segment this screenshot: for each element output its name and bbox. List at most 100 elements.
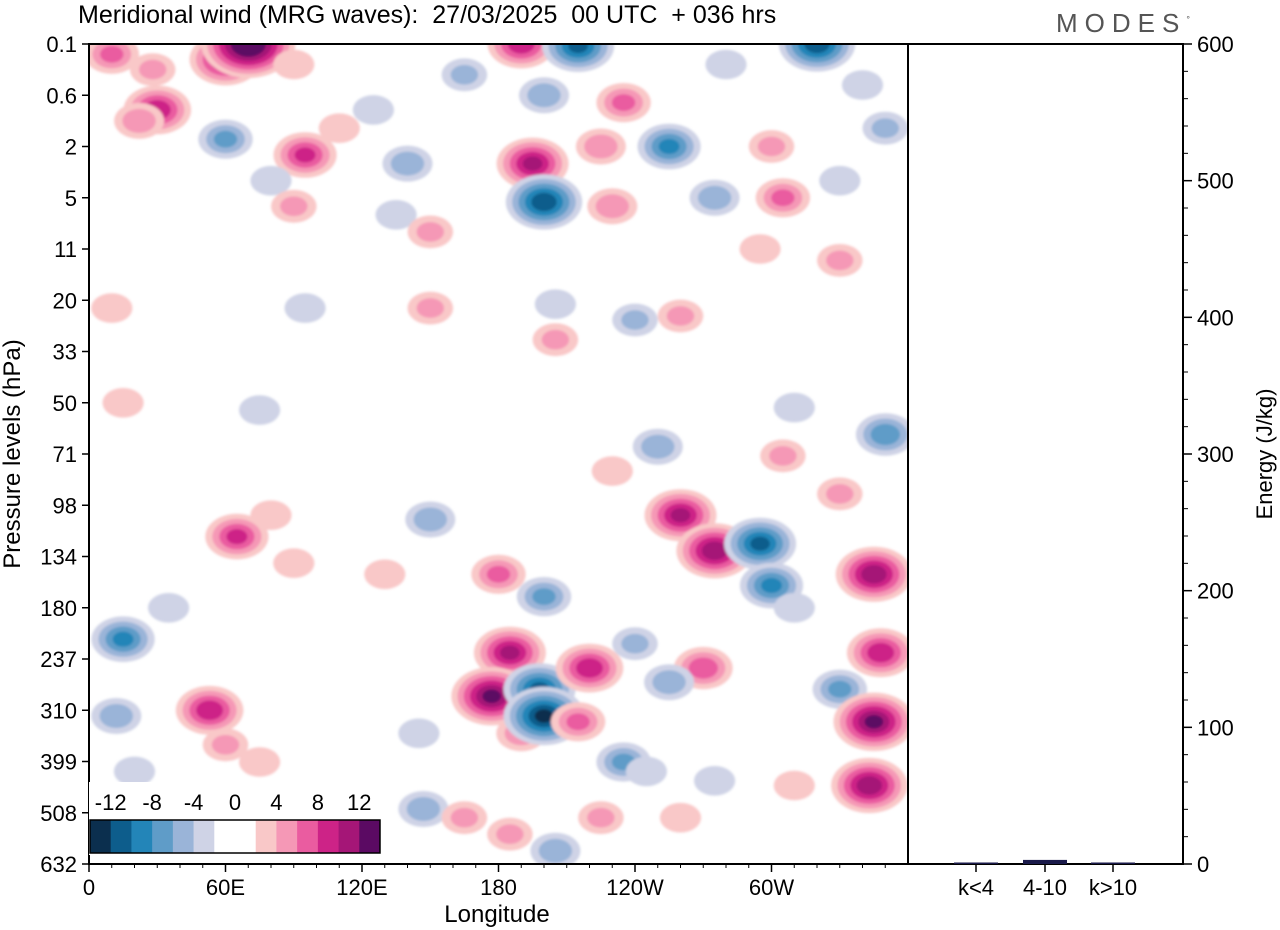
- wind-anomaly: [835, 546, 908, 602]
- wind-anomaly: [205, 513, 269, 560]
- colorbar-swatch: [359, 820, 381, 853]
- wind-anomaly: [487, 817, 533, 851]
- wind-contour-band: [496, 824, 524, 844]
- wind-contour-band: [864, 715, 884, 729]
- energy-tick-label: 0: [1197, 852, 1209, 877]
- wind-contour-band: [538, 838, 573, 863]
- wind-anomaly: [175, 685, 244, 735]
- wind-anomaly: [530, 832, 581, 864]
- y-tick-label: 0.6: [46, 83, 77, 108]
- wind-contour-band: [318, 113, 360, 143]
- wind-contour-band: [870, 423, 900, 446]
- wind-contour-band: [102, 388, 144, 418]
- wind-contour-band: [670, 508, 691, 523]
- energy-frame: [907, 43, 1184, 865]
- energy-tick-label: 300: [1197, 442, 1234, 467]
- colorbar-frame: [89, 819, 381, 854]
- x-tick-label: 180: [480, 875, 517, 900]
- wind-anomaly: [239, 747, 281, 777]
- wind-contour-band: [773, 770, 815, 801]
- wind-contour-band: [769, 446, 797, 466]
- wind-contour-band: [641, 434, 675, 459]
- colorbar-label: -4: [184, 790, 204, 815]
- wind-contour-band: [666, 306, 695, 326]
- y-tick-label: 71: [53, 442, 77, 467]
- wind-anomaly: [817, 244, 863, 277]
- wind-anomaly: [532, 323, 579, 357]
- wind-anomaly: [724, 517, 797, 570]
- wind-anomaly: [239, 395, 281, 425]
- wind-contour-band: [773, 392, 815, 423]
- colorbar-label: 8: [312, 790, 324, 815]
- energy-tick-label: 100: [1197, 715, 1234, 740]
- wind-anomaly: [694, 766, 736, 796]
- wind-contour-band: [196, 700, 224, 721]
- wind-contour-band: [527, 83, 561, 108]
- wind-contour-band: [450, 807, 479, 828]
- wind-contour-band: [500, 645, 520, 660]
- wind-contour-band: [416, 298, 444, 318]
- colorbar-swatch: [338, 820, 360, 853]
- wind-contour-band: [871, 118, 899, 138]
- wind-contour-band: [541, 329, 570, 350]
- wind-anomaly: [441, 801, 488, 835]
- x-axis-label: Longitude: [444, 901, 549, 928]
- wind-contour-band: [856, 776, 882, 795]
- wind-contour-band: [804, 44, 830, 54]
- wind-contour-band: [584, 134, 618, 159]
- y-tick-label: 5: [65, 186, 77, 211]
- energy-bar: [1023, 859, 1067, 864]
- wind-contour-band: [576, 658, 603, 678]
- wind-contour-band: [625, 756, 668, 787]
- wind-anomaly: [773, 593, 815, 623]
- wind-contour-band: [352, 95, 394, 125]
- wind-field: [89, 44, 908, 864]
- wind-anomaly: [739, 234, 781, 264]
- wind-anomaly: [833, 692, 908, 751]
- colorbar-swatch: [235, 820, 257, 853]
- wind-anomaly: [612, 627, 658, 661]
- colorbar-label: 4: [270, 790, 282, 815]
- energy-tick-label: 600: [1197, 32, 1234, 57]
- brand-mark: °: [1186, 14, 1190, 25]
- wind-anomaly: [846, 628, 908, 678]
- wind-anomaly: [644, 664, 695, 701]
- energy-category-label: k>10: [1089, 875, 1137, 900]
- wind-anomaly: [841, 70, 884, 100]
- y-tick-label: 310: [40, 698, 77, 723]
- energy-bar: [1091, 862, 1135, 864]
- wind-contour-band: [750, 536, 770, 551]
- wind-contour-band: [568, 44, 588, 54]
- wind-anomaly: [534, 289, 577, 320]
- wind-anomaly: [364, 559, 406, 590]
- wind-contour-band: [531, 192, 557, 212]
- y-tick-label: 632: [40, 852, 77, 877]
- energy-tick-label: 400: [1197, 305, 1234, 330]
- wind-contour-band: [226, 529, 248, 545]
- y-tick-label: 237: [40, 647, 77, 672]
- wind-contour-band: [658, 138, 680, 155]
- energy-category-label: k<4: [958, 875, 994, 900]
- colorbar-label: -12: [95, 790, 127, 815]
- colorbar-swatch: [90, 820, 112, 853]
- wind-anomaly: [407, 291, 454, 325]
- wind-contour-band: [659, 802, 702, 833]
- wind-contour-band: [482, 689, 502, 703]
- wind-contour-band: [284, 293, 326, 323]
- wind-anomaly: [542, 44, 615, 72]
- wind-anomaly: [519, 77, 569, 114]
- wind-anomaly: [591, 456, 633, 486]
- wind-contour-band: [239, 395, 281, 425]
- wind-anomaly: [91, 293, 133, 323]
- wind-anomaly: [657, 299, 704, 333]
- wind-contour-band: [122, 108, 156, 133]
- wind-anomaly: [505, 174, 583, 230]
- y-tick-label: 20: [53, 288, 77, 313]
- energy-category-label: 4-10: [1023, 875, 1067, 900]
- wind-contour-band: [534, 709, 554, 723]
- wind-anomaly: [550, 702, 606, 742]
- wind-anomaly: [748, 130, 795, 163]
- wind-anomaly: [91, 616, 155, 662]
- energy-bars: k<4 4-10 k>10: [954, 859, 1137, 900]
- wind-anomaly: [271, 189, 317, 223]
